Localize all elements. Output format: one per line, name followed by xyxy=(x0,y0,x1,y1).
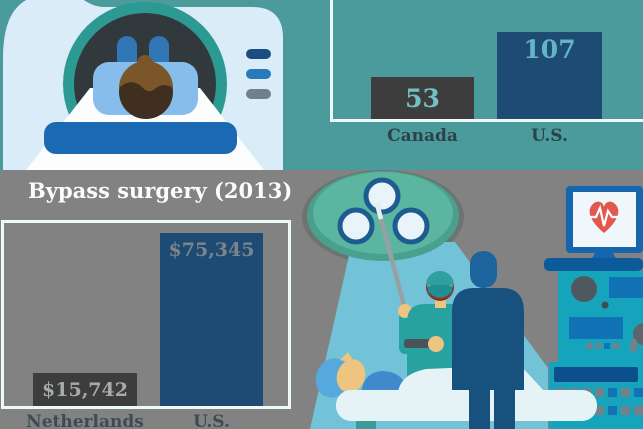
mri-machine-icon xyxy=(3,0,283,170)
instrument-pole-icon xyxy=(374,203,409,314)
ekg-line-icon xyxy=(590,204,618,227)
mri-bed xyxy=(44,122,237,154)
bar-netherlands: $15,742 xyxy=(33,373,137,406)
bar-value: $15,742 xyxy=(42,378,128,401)
ekg-monitor-icon xyxy=(566,186,643,262)
bar-us: 107 xyxy=(497,32,602,119)
axis-label-us: U.S. xyxy=(531,126,568,146)
bar-value: 107 xyxy=(523,35,576,64)
mri-indicator-lights-icon xyxy=(246,49,271,99)
surgical-lamp-icon xyxy=(307,171,459,261)
patient-on-table-icon xyxy=(315,352,409,398)
axis-label-netherlands: Netherlands xyxy=(26,412,144,429)
axis-label-us: U.S. xyxy=(193,412,230,429)
x-axis-line xyxy=(330,119,643,122)
bar-value: $75,345 xyxy=(168,239,255,261)
surgery-scene-illustration xyxy=(302,170,643,429)
y-axis-line xyxy=(330,0,333,122)
surgical-cap-icon xyxy=(426,271,454,285)
bar-canada: 53 xyxy=(371,77,474,119)
axis-label-canada: Canada xyxy=(387,126,458,146)
chart-title: Bypass surgery (2013) xyxy=(28,178,293,203)
surgical-mask-icon xyxy=(428,284,452,298)
heart-icon xyxy=(589,201,619,233)
observer-icon xyxy=(452,251,524,429)
bar-value: 53 xyxy=(405,83,440,113)
bar-us: $75,345 xyxy=(160,233,263,406)
mri-machine-illustration xyxy=(3,0,283,170)
chart-border-box xyxy=(1,220,291,409)
